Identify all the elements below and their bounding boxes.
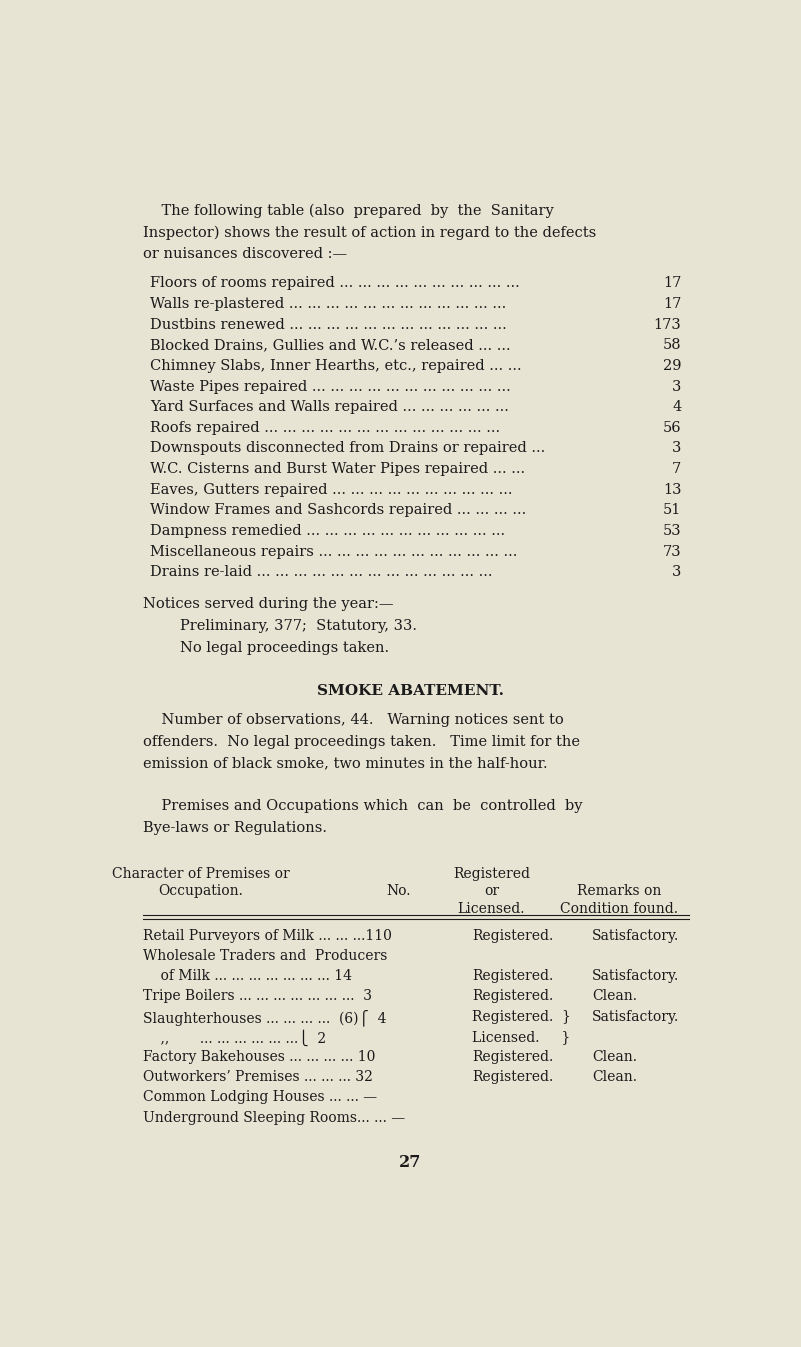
Text: Outworkers’ Premises ... ... ... 32: Outworkers’ Premises ... ... ... 32 (143, 1070, 372, 1084)
Text: Chimney Slabs, Inner Hearths, etc., repaired ... ...: Chimney Slabs, Inner Hearths, etc., repa… (151, 358, 522, 373)
Text: Clean.: Clean. (592, 1070, 638, 1084)
Text: Roofs repaired ... ... ... ... ... ... ... ... ... ... ... ... ...: Roofs repaired ... ... ... ... ... ... .… (151, 420, 501, 435)
Text: Bye-laws or Regulations.: Bye-laws or Regulations. (143, 820, 327, 835)
Text: Retail Purveyors of Milk ... ... ...110: Retail Purveyors of Milk ... ... ...110 (143, 929, 392, 943)
Text: Drains re-laid ... ... ... ... ... ... ... ... ... ... ... ... ...: Drains re-laid ... ... ... ... ... ... .… (151, 566, 493, 579)
Text: emission of black smoke, two minutes in the half-hour.: emission of black smoke, two minutes in … (143, 756, 547, 770)
Text: SMOKE ABATEMENT.: SMOKE ABATEMENT. (316, 684, 504, 698)
Text: Registered.: Registered. (472, 970, 553, 983)
Text: Satisfactory.: Satisfactory. (592, 970, 679, 983)
Text: Premises and Occupations which  can  be  controlled  by: Premises and Occupations which can be co… (143, 799, 582, 814)
Text: Occupation.: Occupation. (159, 884, 244, 898)
Text: Clean.: Clean. (592, 990, 638, 1004)
Text: Registered.: Registered. (472, 929, 553, 943)
Text: Common Lodging Houses ... ... —: Common Lodging Houses ... ... — (143, 1090, 377, 1105)
Text: Condition found.: Condition found. (561, 901, 678, 916)
Text: No legal proceedings taken.: No legal proceedings taken. (143, 641, 388, 655)
Text: Preliminary, 377;  Statutory, 33.: Preliminary, 377; Statutory, 33. (143, 620, 417, 633)
Text: Yard Surfaces and Walls repaired ... ... ... ... ... ...: Yard Surfaces and Walls repaired ... ...… (151, 400, 509, 414)
Text: Downspouts disconnected from Drains or repaired ...: Downspouts disconnected from Drains or r… (151, 442, 545, 455)
Text: 3: 3 (672, 566, 682, 579)
Text: No.: No. (386, 884, 411, 898)
Text: Walls re-plastered ... ... ... ... ... ... ... ... ... ... ... ...: Walls re-plastered ... ... ... ... ... .… (151, 296, 507, 311)
Text: 7: 7 (672, 462, 682, 475)
Text: 53: 53 (662, 524, 682, 537)
Text: 3: 3 (672, 442, 682, 455)
Text: Slaughterhouses ... ... ... ...  (6)⎧  4: Slaughterhouses ... ... ... ... (6)⎧ 4 (143, 1010, 386, 1026)
Text: Blocked Drains, Gullies and W.C.’s released ... ...: Blocked Drains, Gullies and W.C.’s relea… (151, 338, 511, 353)
Text: Registered.: Registered. (472, 1070, 553, 1084)
Text: 29: 29 (663, 358, 682, 373)
Text: offenders.  No legal proceedings taken.   Time limit for the: offenders. No legal proceedings taken. T… (143, 734, 580, 749)
Text: Underground Sleeping Rooms... ... —: Underground Sleeping Rooms... ... — (143, 1110, 405, 1125)
Text: 27: 27 (399, 1154, 421, 1171)
Text: Satisfactory.: Satisfactory. (592, 929, 679, 943)
Text: 3: 3 (672, 380, 682, 393)
Text: Dampness remedied ... ... ... ... ... ... ... ... ... ... ...: Dampness remedied ... ... ... ... ... ..… (151, 524, 505, 537)
Text: Clean.: Clean. (592, 1051, 638, 1064)
Text: or: or (484, 884, 499, 898)
Text: 73: 73 (662, 544, 682, 559)
Text: Tripe Boilers ... ... ... ... ... ... ...  3: Tripe Boilers ... ... ... ... ... ... ..… (143, 990, 372, 1004)
Text: 58: 58 (662, 338, 682, 353)
Text: Licensed.     }: Licensed. } (472, 1030, 570, 1044)
Text: 13: 13 (663, 482, 682, 497)
Text: Registered.: Registered. (472, 1051, 553, 1064)
Text: Number of observations, 44.   Warning notices sent to: Number of observations, 44. Warning noti… (143, 713, 563, 727)
Text: of Milk ... ... ... ... ... ... ... 14: of Milk ... ... ... ... ... ... ... 14 (143, 970, 352, 983)
Text: Miscellaneous repairs ... ... ... ... ... ... ... ... ... ... ...: Miscellaneous repairs ... ... ... ... ..… (151, 544, 518, 559)
Text: 17: 17 (663, 296, 682, 311)
Text: 51: 51 (663, 504, 682, 517)
Text: Dustbins renewed ... ... ... ... ... ... ... ... ... ... ... ...: Dustbins renewed ... ... ... ... ... ...… (151, 318, 507, 331)
Text: Licensed.: Licensed. (457, 901, 525, 916)
Text: or nuisances discovered :—: or nuisances discovered :— (143, 247, 347, 261)
Text: Remarks on: Remarks on (578, 884, 662, 898)
Text: Character of Premises or: Character of Premises or (112, 867, 290, 881)
Text: 4: 4 (672, 400, 682, 414)
Text: ,,       ... ... ... ... ... ...⎩  2: ,, ... ... ... ... ... ...⎩ 2 (143, 1030, 326, 1047)
Text: Factory Bakehouses ... ... ... ... 10: Factory Bakehouses ... ... ... ... 10 (143, 1051, 375, 1064)
Text: Floors of rooms repaired ... ... ... ... ... ... ... ... ... ...: Floors of rooms repaired ... ... ... ...… (151, 276, 521, 291)
Text: Notices served during the year:—: Notices served during the year:— (143, 598, 393, 612)
Text: Window Frames and Sashcords repaired ... ... ... ...: Window Frames and Sashcords repaired ...… (151, 504, 527, 517)
Text: Waste Pipes repaired ... ... ... ... ... ... ... ... ... ... ...: Waste Pipes repaired ... ... ... ... ...… (151, 380, 511, 393)
Text: 56: 56 (662, 420, 682, 435)
Text: Inspector) shows the result of action in regard to the defects: Inspector) shows the result of action in… (143, 225, 596, 240)
Text: Wholesale Traders and  Producers: Wholesale Traders and Producers (143, 950, 387, 963)
Text: The following table (also  prepared  by  the  Sanitary: The following table (also prepared by th… (143, 203, 553, 218)
Text: Registered.  }: Registered. } (472, 1010, 571, 1024)
Text: Registered: Registered (453, 867, 530, 881)
Text: Eaves, Gutters repaired ... ... ... ... ... ... ... ... ... ...: Eaves, Gutters repaired ... ... ... ... … (151, 482, 513, 497)
Text: 17: 17 (663, 276, 682, 291)
Text: W.C. Cisterns and Burst Water Pipes repaired ... ...: W.C. Cisterns and Burst Water Pipes repa… (151, 462, 525, 475)
Text: Registered.: Registered. (472, 990, 553, 1004)
Text: 173: 173 (654, 318, 682, 331)
Text: Satisfactory.: Satisfactory. (592, 1010, 679, 1024)
